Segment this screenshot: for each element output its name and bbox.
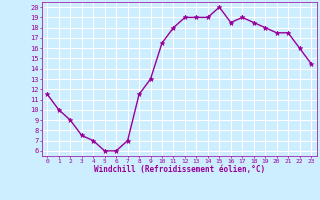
X-axis label: Windchill (Refroidissement éolien,°C): Windchill (Refroidissement éolien,°C) [94, 165, 265, 174]
